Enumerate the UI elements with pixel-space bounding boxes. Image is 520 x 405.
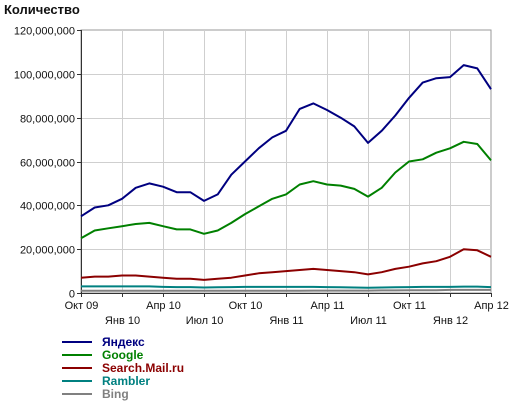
- x-tick-label: Янв 10: [105, 315, 140, 327]
- series-line-яндекс: [80, 64, 492, 218]
- y-tick-label: 80,000,000: [20, 114, 75, 126]
- y-tick-label: 20,000,000: [20, 245, 75, 257]
- x-tick-label: Апр 12: [474, 300, 509, 312]
- x-tick-label: Апр 10: [146, 300, 181, 312]
- x-tick-label: Янв 12: [433, 315, 468, 327]
- y-tick-label: 0: [69, 289, 75, 301]
- x-tick-label: Окт 09: [65, 300, 99, 312]
- legend-label: Google: [102, 348, 144, 362]
- y-tick-label: 120,000,000: [14, 26, 75, 38]
- x-tick-label: Июл 11: [350, 315, 387, 327]
- series-line-search-mail-ru: [80, 248, 492, 281]
- series-line-bing: [81, 288, 491, 292]
- x-tick-label: Окт 10: [229, 300, 263, 312]
- legend-label: Яндекс: [102, 335, 145, 349]
- series-line-rambler: [81, 285, 492, 289]
- y-axis-title: Количество: [4, 2, 80, 17]
- y-tick-label: 40,000,000: [20, 201, 75, 213]
- y-tick-label: 60,000,000: [20, 158, 75, 170]
- series-line-google: [80, 140, 492, 240]
- x-tick-label: Апр 11: [311, 300, 345, 312]
- legend-label: Search.Mail.ru: [102, 361, 184, 375]
- x-tick-label: Окт 11: [393, 300, 426, 312]
- y-tick-label: 100,000,000: [14, 70, 75, 82]
- legend-label: Bing: [102, 387, 129, 401]
- legend-label: Rambler: [102, 374, 150, 388]
- x-tick-label: Янв 11: [269, 315, 303, 327]
- x-tick-label: Июл 10: [186, 315, 224, 327]
